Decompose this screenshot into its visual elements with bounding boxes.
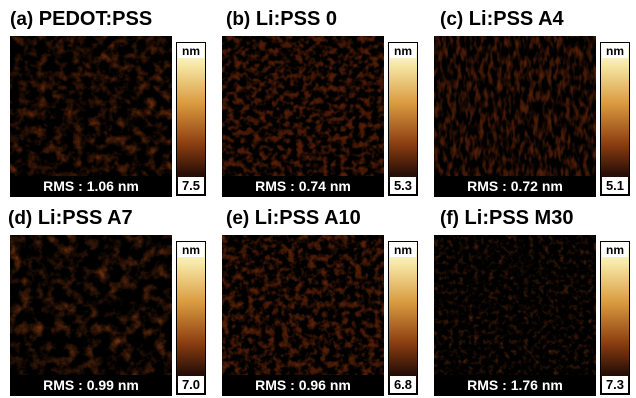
panel-title: (d) Li:PSS A7 (8, 205, 133, 231)
sample-label: Li:PSS A7 (37, 207, 133, 229)
sample-label: Li:PSS 0 (255, 8, 337, 30)
height-color-scale: nm 5.1 (600, 42, 630, 196)
panel-e: (e) Li:PSS A10 RMS : 0.96 nm nm 6.8 (212, 199, 424, 398)
afm-topography-image (434, 36, 596, 176)
panel-title: (e) Li:PSS A10 (226, 205, 361, 231)
rms-label: RMS : 1.06 nm (10, 176, 172, 197)
rms-label: RMS : 0.99 nm (10, 375, 172, 396)
scale-max-value: 7.3 (602, 376, 628, 393)
panel-d: (d) Li:PSS A7 RMS : 0.99 nm nm 7.0 (0, 199, 212, 398)
sample-label: Li:PSS M30 (464, 207, 574, 229)
afm-topography-image (434, 235, 596, 375)
height-color-scale: nm 7.3 (600, 241, 630, 395)
panel-letter: (b) (226, 9, 251, 30)
height-color-scale: nm 7.5 (176, 42, 206, 196)
panel-b: (b) Li:PSS 0 RMS : 0.74 nm nm 5.3 (212, 0, 424, 199)
panel-f: (f) Li:PSS M30 RMS : 1.76 nm nm 7.3 (424, 199, 636, 398)
panel-letter: (d) (8, 208, 33, 229)
panel-title: (f) Li:PSS M30 (440, 205, 573, 231)
panel-title: (a) PEDOT:PSS (10, 6, 152, 32)
panel-letter: (e) (226, 208, 250, 229)
scale-unit-label: nm (602, 243, 628, 257)
panel-c: (c) Li:PSS A4 RMS : 0.72 nm nm 5.1 (424, 0, 636, 199)
panel-title: (b) Li:PSS 0 (226, 6, 337, 32)
scale-unit-label: nm (178, 243, 204, 257)
scale-max-value: 7.5 (178, 177, 204, 194)
panel-title: (c) Li:PSS A4 (440, 6, 564, 32)
sample-label: PEDOT:PSS (38, 8, 153, 30)
scale-unit-label: nm (602, 44, 628, 58)
sample-label: Li:PSS A10 (254, 207, 361, 229)
scale-max-value: 5.3 (390, 177, 416, 194)
scale-max-value: 7.0 (178, 376, 204, 393)
scale-unit-label: nm (178, 44, 204, 58)
panel-a: (a) PEDOT:PSS RMS : 1.06 nm nm 7.5 (0, 0, 212, 199)
panel-letter: (a) (10, 9, 34, 30)
height-color-scale: nm 7.0 (176, 241, 206, 395)
panel-letter: (f) (440, 208, 459, 229)
scale-max-value: 5.1 (602, 177, 628, 194)
sample-label: Li:PSS A4 (468, 8, 564, 30)
rms-label: RMS : 0.96 nm (222, 375, 384, 396)
afm-topography-image (222, 36, 384, 176)
scale-unit-label: nm (390, 44, 416, 58)
afm-topography-image (10, 36, 172, 176)
rms-label: RMS : 0.72 nm (434, 176, 596, 197)
scale-max-value: 6.8 (390, 376, 416, 393)
afm-topography-image (222, 235, 384, 375)
rms-label: RMS : 1.76 nm (434, 375, 596, 396)
rms-label: RMS : 0.74 nm (222, 176, 384, 197)
height-color-scale: nm 6.8 (388, 241, 418, 395)
panel-letter: (c) (440, 9, 464, 30)
afm-topography-image (10, 235, 172, 375)
height-color-scale: nm 5.3 (388, 42, 418, 196)
scale-unit-label: nm (390, 243, 416, 257)
